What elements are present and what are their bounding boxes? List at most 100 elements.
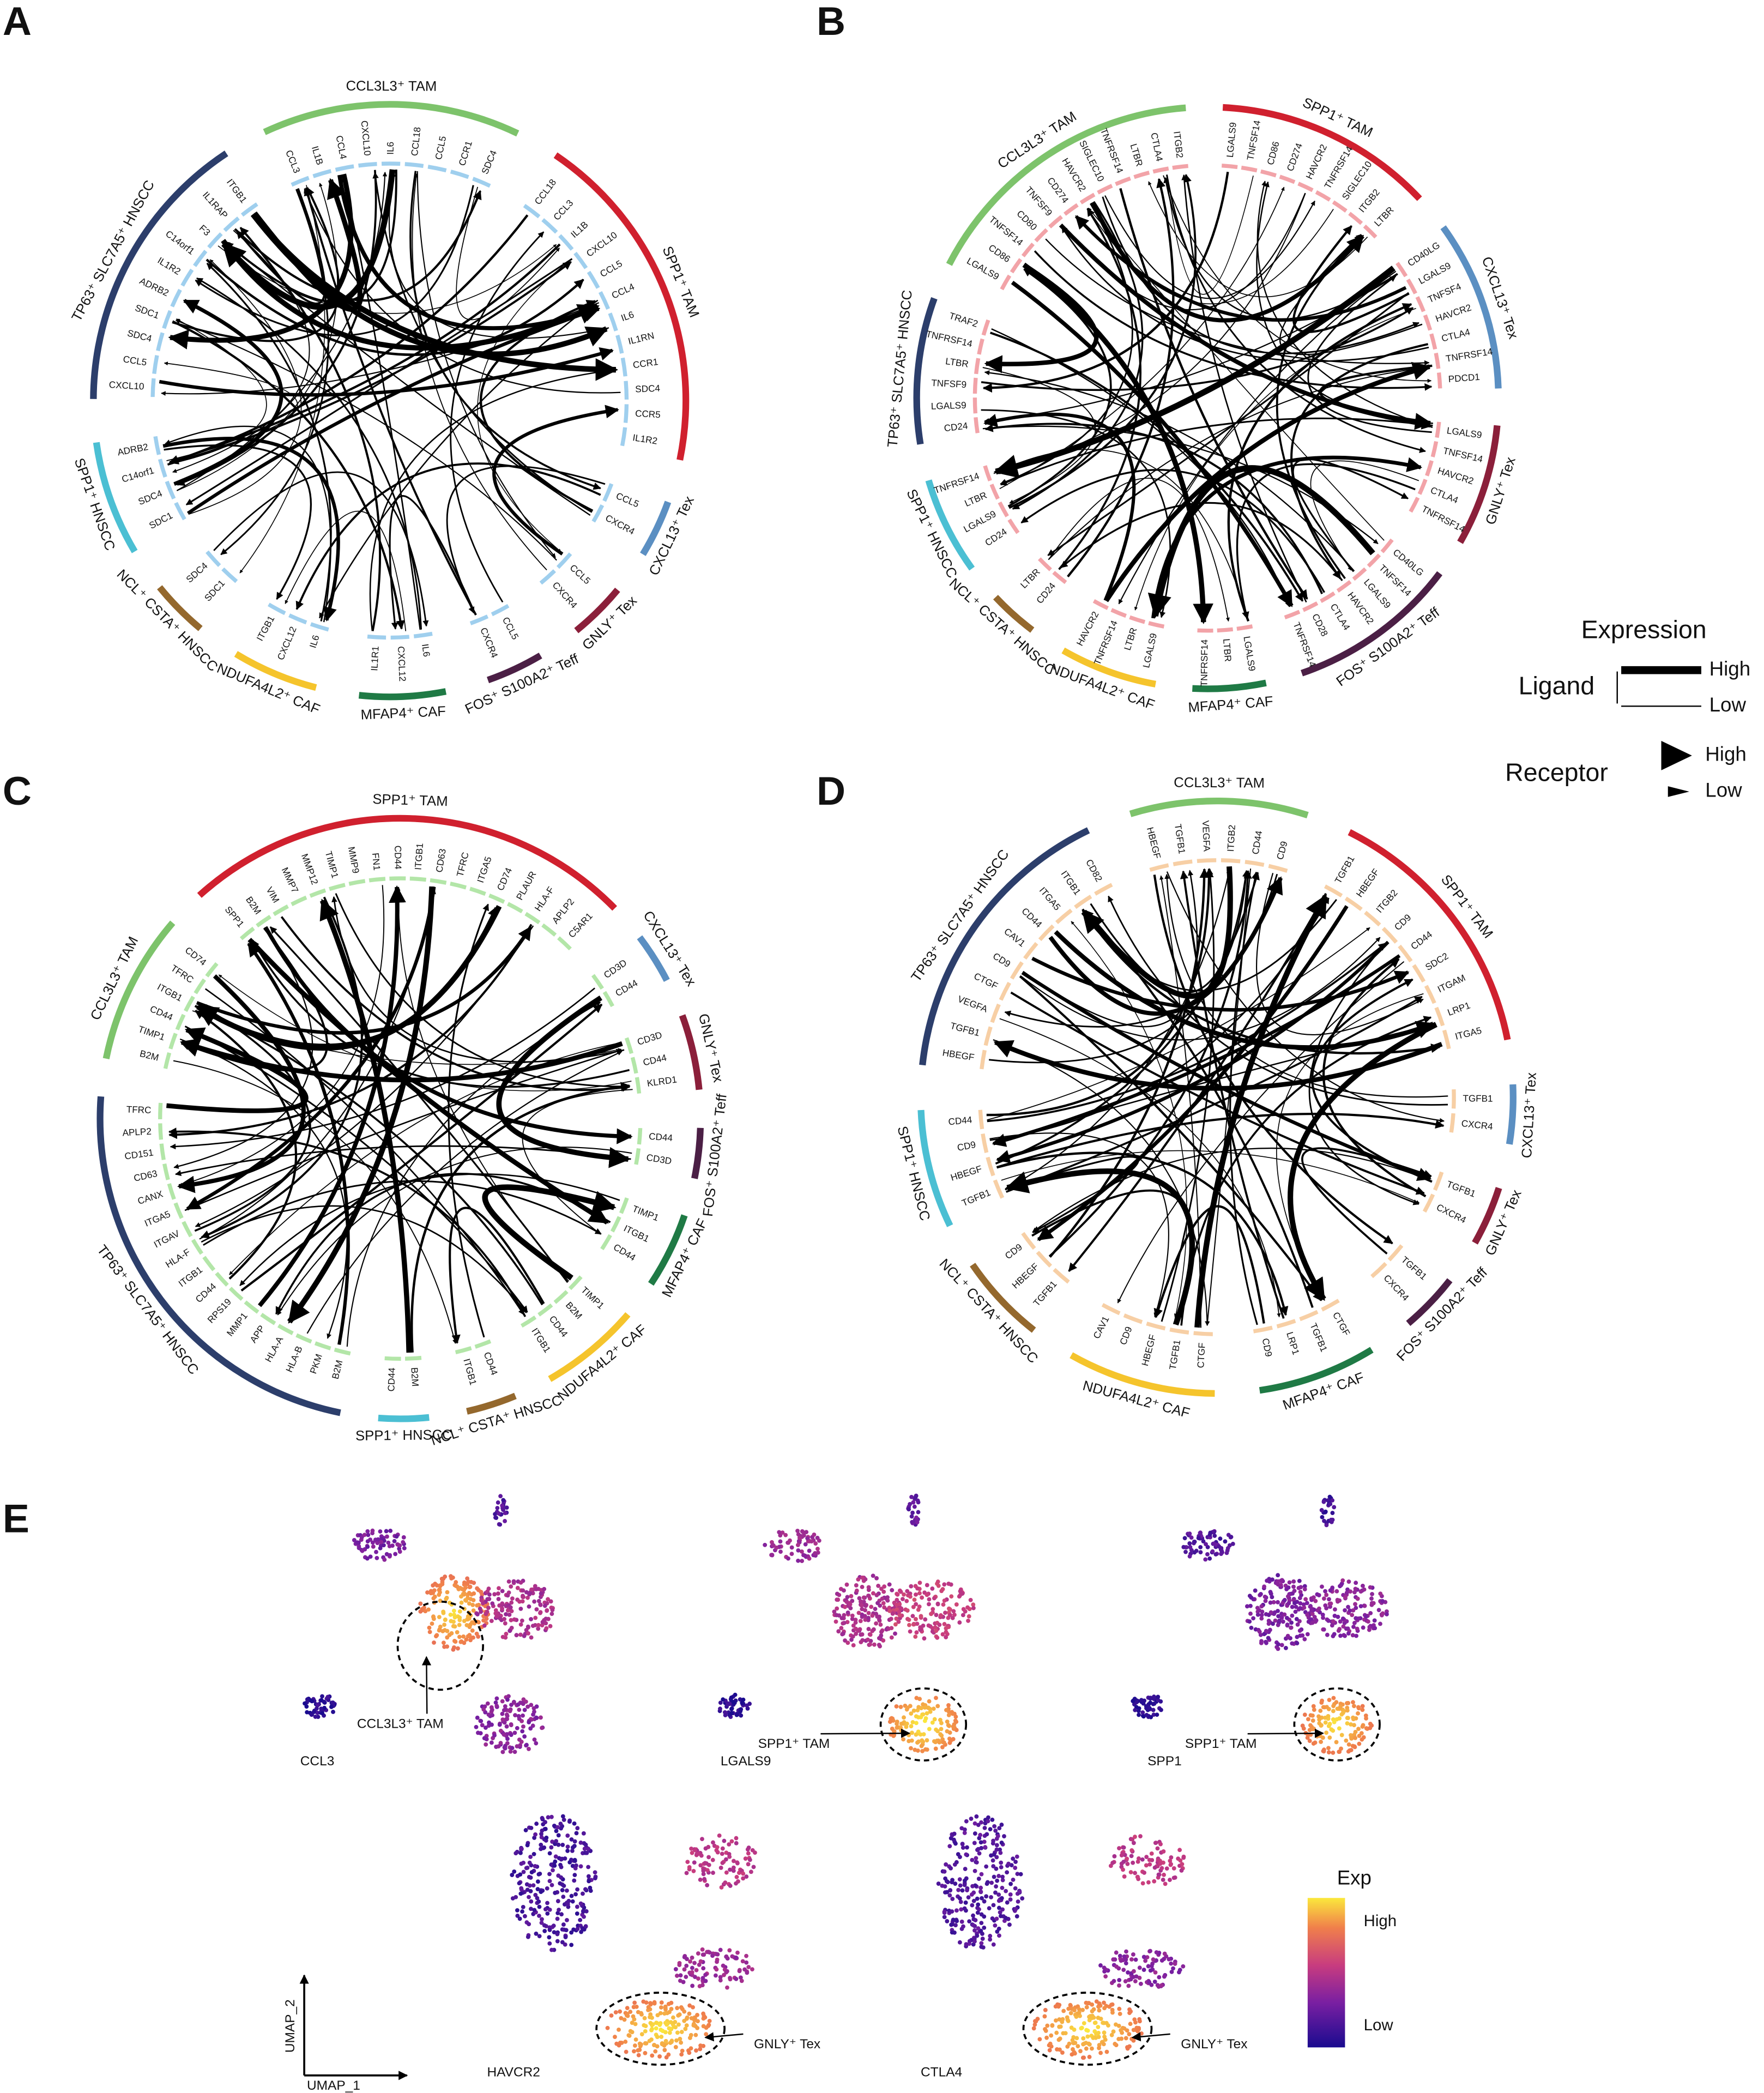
umap-point	[643, 2050, 648, 2055]
umap-point	[889, 1635, 894, 1640]
umap-point	[680, 2048, 685, 2053]
umap-point	[959, 1919, 964, 1924]
umap-point	[1183, 1549, 1188, 1554]
umap-point	[1089, 2046, 1094, 2051]
umap-point	[1328, 1605, 1332, 1609]
gene-label: VIM	[264, 885, 282, 904]
umap-point	[500, 1503, 505, 1508]
umap-point	[804, 1530, 809, 1535]
umap-point	[489, 1619, 494, 1624]
umap-point	[913, 1747, 917, 1752]
umap-point	[534, 1587, 539, 1591]
gene-label: CD44	[642, 1052, 668, 1067]
umap-point	[1352, 1620, 1357, 1625]
chord	[1081, 866, 1233, 999]
umap-point	[578, 1864, 583, 1869]
umap-point	[500, 1589, 505, 1594]
chord	[1147, 465, 1375, 619]
umap-point	[494, 1516, 499, 1520]
umap-point	[897, 1613, 902, 1618]
chord	[201, 1205, 527, 1313]
umap-point	[994, 1866, 999, 1871]
sector-arc	[553, 152, 690, 461]
umap-point	[925, 1747, 929, 1752]
umap-point	[860, 1612, 865, 1617]
umap-point	[456, 1646, 460, 1651]
umap-point	[1262, 1584, 1267, 1589]
umap-point	[464, 1599, 468, 1603]
umap-point	[945, 1880, 950, 1884]
umap-point	[545, 1608, 549, 1613]
umap-point	[689, 1846, 694, 1851]
umap-point	[427, 1625, 432, 1630]
gene-label: CD44	[613, 977, 639, 998]
sector-arc	[1192, 679, 1267, 692]
umap-point	[652, 2001, 657, 2006]
umap-point	[581, 1831, 586, 1836]
umap-point	[728, 1697, 733, 1702]
umap-point	[496, 1500, 500, 1505]
umap-point	[876, 1583, 881, 1588]
gene-arc	[620, 357, 627, 377]
umap-point	[1120, 1851, 1125, 1856]
umap-point	[1128, 2022, 1133, 2026]
umap-point	[978, 1889, 983, 1894]
umap-point	[566, 1898, 571, 1903]
umap-point	[734, 1841, 739, 1845]
umap-point	[366, 1533, 371, 1537]
umap-point	[727, 1842, 732, 1847]
umap-point	[738, 1697, 742, 1702]
gene-arc	[541, 923, 557, 937]
gene-label: LGALS9	[1140, 632, 1159, 669]
umap-point	[1338, 1633, 1343, 1638]
umap-point	[1153, 1970, 1158, 1975]
chord	[1031, 956, 1410, 1012]
umap-point	[570, 1848, 575, 1853]
umap-point	[844, 1600, 849, 1605]
umap-point	[494, 1696, 499, 1701]
gene-arc	[974, 417, 980, 433]
umap-point	[1384, 1612, 1389, 1617]
umap-point	[1316, 1714, 1321, 1719]
umap-point	[968, 1597, 973, 1602]
chord	[178, 885, 385, 1187]
gene-arc	[600, 1234, 612, 1251]
umap-point	[1210, 1549, 1215, 1554]
gene-label: LRP1	[1446, 1000, 1472, 1018]
umap-point	[931, 1607, 935, 1612]
umap-point	[1360, 1583, 1365, 1588]
gene-label: MMP1	[225, 1310, 250, 1338]
umap-point	[475, 1715, 480, 1720]
umap-point	[540, 1828, 545, 1833]
umap-point	[1346, 1631, 1351, 1636]
gene-label: LGALS9	[1446, 425, 1483, 441]
chord	[1022, 262, 1213, 624]
umap-point	[929, 1612, 933, 1617]
umap-point	[547, 1851, 552, 1856]
umap-point	[653, 2049, 658, 2054]
umap-point	[1161, 1878, 1165, 1882]
umap-point	[685, 1957, 689, 1962]
gene-label: TGFB1	[1167, 1339, 1183, 1371]
umap-point	[970, 1903, 975, 1908]
umap-point	[724, 1955, 729, 1959]
gene-arc	[635, 1077, 642, 1094]
chord	[986, 868, 1214, 1117]
umap-point	[673, 2025, 678, 2030]
umap-point	[696, 2019, 700, 2024]
umap-point	[1223, 1539, 1228, 1544]
umap-point	[1133, 1979, 1138, 1983]
gene-label: HBEGF	[1010, 1260, 1041, 1290]
umap-point	[320, 1694, 324, 1699]
umap-point	[586, 1874, 591, 1879]
umap-point	[710, 1953, 715, 1958]
umap-point	[1345, 1708, 1350, 1713]
umap-point	[1061, 2031, 1066, 2036]
gene-arc	[158, 1102, 163, 1119]
umap-point	[1334, 1589, 1339, 1594]
chord	[221, 239, 600, 351]
chord	[1071, 921, 1187, 1325]
umap-point	[1313, 1599, 1318, 1603]
umap-point	[1110, 2010, 1115, 2015]
chord	[372, 172, 593, 513]
